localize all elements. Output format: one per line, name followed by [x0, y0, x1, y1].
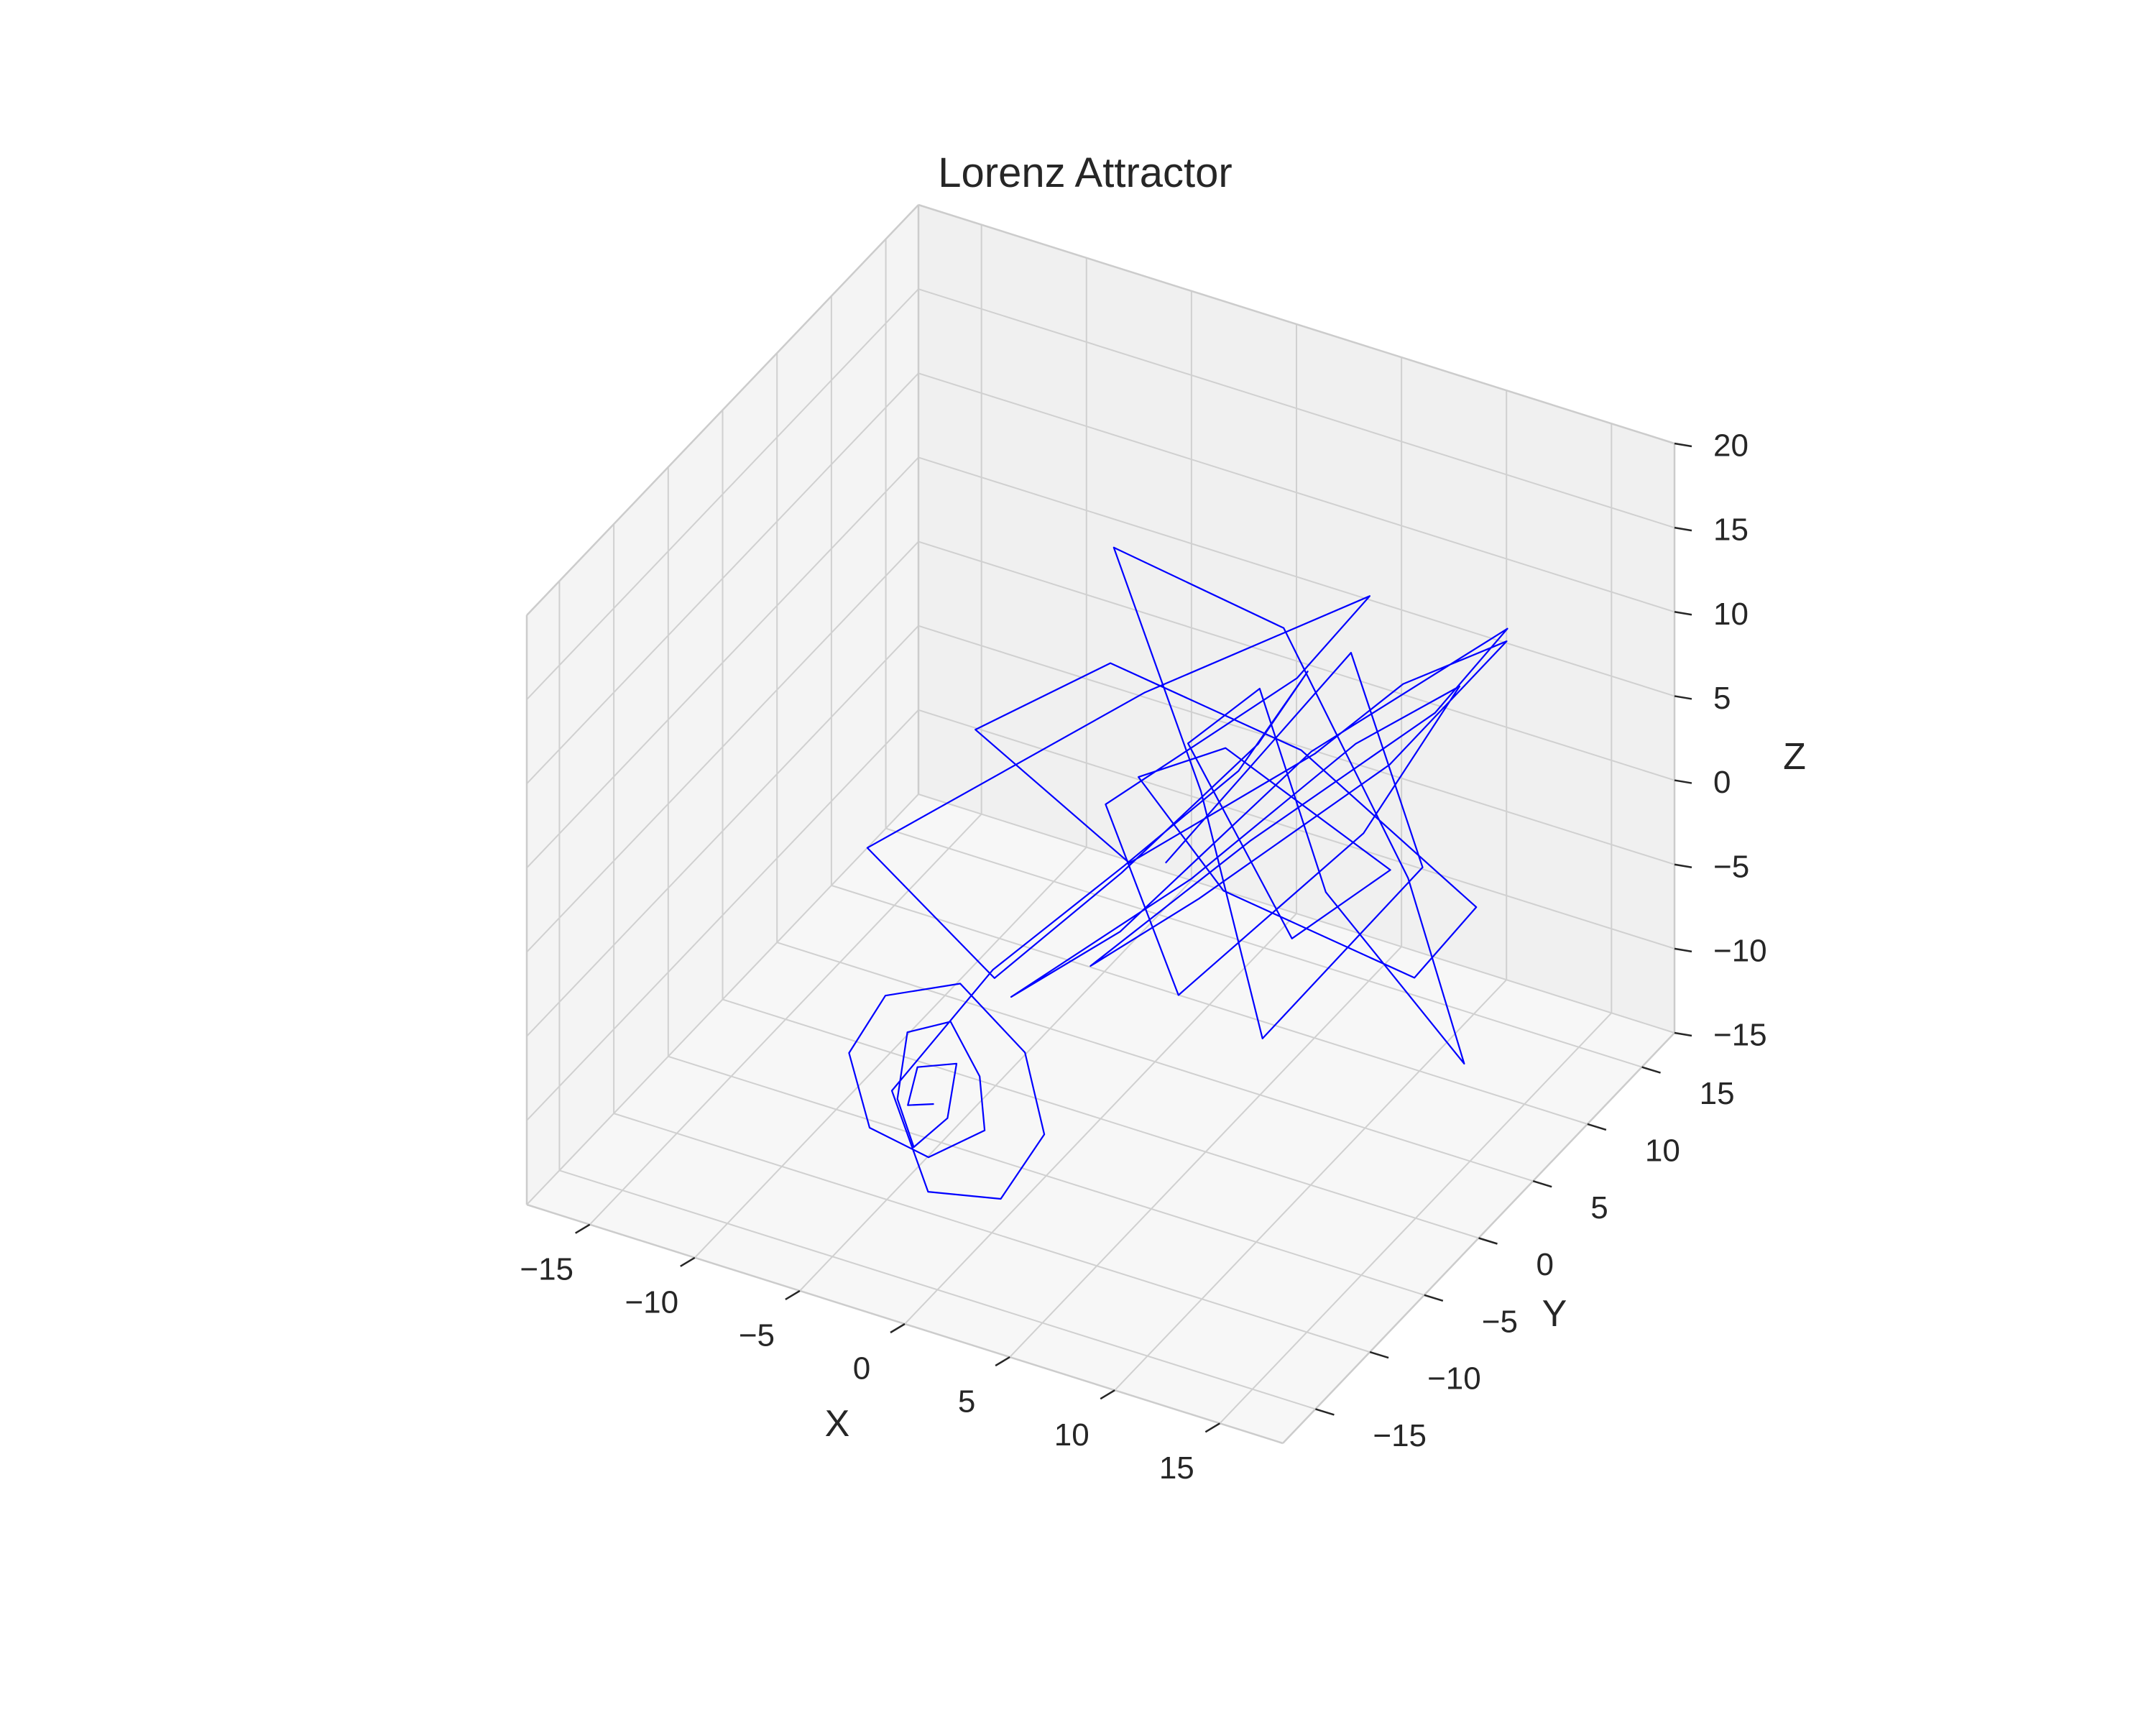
x-tick — [890, 1322, 906, 1334]
z-grid-back — [918, 456, 1675, 697]
x-tick-label: −15 — [520, 1251, 573, 1287]
x-tick-label: 15 — [1159, 1450, 1194, 1486]
y-tick-label: −5 — [1482, 1304, 1518, 1339]
z-tick — [1674, 863, 1692, 868]
y-tick — [1641, 1066, 1661, 1074]
z-tick — [1674, 695, 1692, 700]
y-grid-floor — [885, 827, 1642, 1068]
series-layer — [848, 546, 1508, 1200]
x-tick — [1100, 1389, 1115, 1400]
z-grid-back — [918, 794, 1675, 1034]
x-tick — [680, 1256, 696, 1267]
y-grid-floor — [613, 1113, 1370, 1353]
z-tick-label: −15 — [1713, 1018, 1767, 1053]
x-tick-label: 10 — [1054, 1417, 1089, 1453]
y-tick-label: 10 — [1645, 1133, 1680, 1169]
y-tick-label: −10 — [1427, 1361, 1481, 1397]
tick-labels: −15−10−5051015−15−10−5051015−15−10−50510… — [520, 428, 1766, 1486]
y-axis-label: Y — [1542, 1293, 1567, 1335]
chart-title: Lorenz Attractor — [938, 150, 1232, 196]
z-tick-label: −5 — [1713, 849, 1749, 884]
z-tick — [1674, 947, 1692, 953]
y-tick — [1315, 1408, 1335, 1416]
x-tick-label: −10 — [625, 1284, 678, 1320]
z-grid-left — [526, 794, 919, 1205]
y-tick — [1369, 1351, 1389, 1359]
x-tick — [785, 1289, 801, 1300]
y-tick-label: −15 — [1373, 1418, 1427, 1453]
series-line — [848, 546, 1508, 1200]
y-tick — [1587, 1123, 1607, 1131]
axis-panes — [527, 205, 1674, 1443]
pane-edge — [526, 204, 919, 616]
z-tick-label: 15 — [1713, 512, 1749, 548]
z-grid-left — [526, 625, 919, 1037]
x-tick — [1204, 1422, 1220, 1433]
x-axis-label: X — [825, 1403, 850, 1445]
y-tick-label: 15 — [1700, 1076, 1735, 1111]
z-tick — [1674, 611, 1692, 616]
axis-edges — [525, 203, 1676, 1445]
x-tick-label: 5 — [958, 1384, 975, 1420]
y-tick — [1424, 1294, 1444, 1302]
z-grid-left — [526, 456, 919, 869]
z-grid-left — [526, 709, 919, 1121]
y-tick — [1478, 1237, 1498, 1245]
y-grid-floor — [831, 884, 1588, 1125]
y-tick-label: 0 — [1537, 1247, 1554, 1282]
z-tick-label: 20 — [1713, 428, 1749, 464]
z-grid-back — [918, 625, 1675, 865]
z-grid-left — [526, 372, 919, 784]
z-grid-back — [918, 288, 1675, 529]
z-grid-back — [918, 372, 1675, 613]
pane-edge — [918, 203, 1675, 445]
z-tick-label: 10 — [1713, 597, 1749, 632]
z-tick — [1674, 526, 1692, 532]
z-tick-label: −10 — [1713, 934, 1767, 969]
x-tick — [995, 1356, 1010, 1367]
z-grid-left — [526, 540, 919, 953]
x-tick-label: −5 — [739, 1318, 775, 1353]
y-grid-floor — [722, 998, 1479, 1239]
y-tick-label: 5 — [1590, 1190, 1608, 1225]
x-tick-label: 0 — [853, 1351, 870, 1386]
y-grid-floor — [776, 942, 1534, 1182]
z-tick-label: 5 — [1713, 681, 1731, 716]
y-grid-floor — [559, 1169, 1316, 1410]
z-tick — [1674, 1031, 1692, 1037]
x-tick — [575, 1223, 591, 1234]
y-grid-floor — [668, 1055, 1425, 1296]
axis-ticks — [575, 442, 1692, 1433]
z-tick — [1674, 442, 1692, 448]
z-grid-left — [526, 288, 919, 700]
z-axis-label: Z — [1783, 736, 1806, 778]
z-grid-back — [918, 540, 1675, 781]
z-tick — [1674, 779, 1692, 784]
z-tick-label: 0 — [1713, 765, 1731, 800]
y-tick — [1532, 1179, 1552, 1188]
